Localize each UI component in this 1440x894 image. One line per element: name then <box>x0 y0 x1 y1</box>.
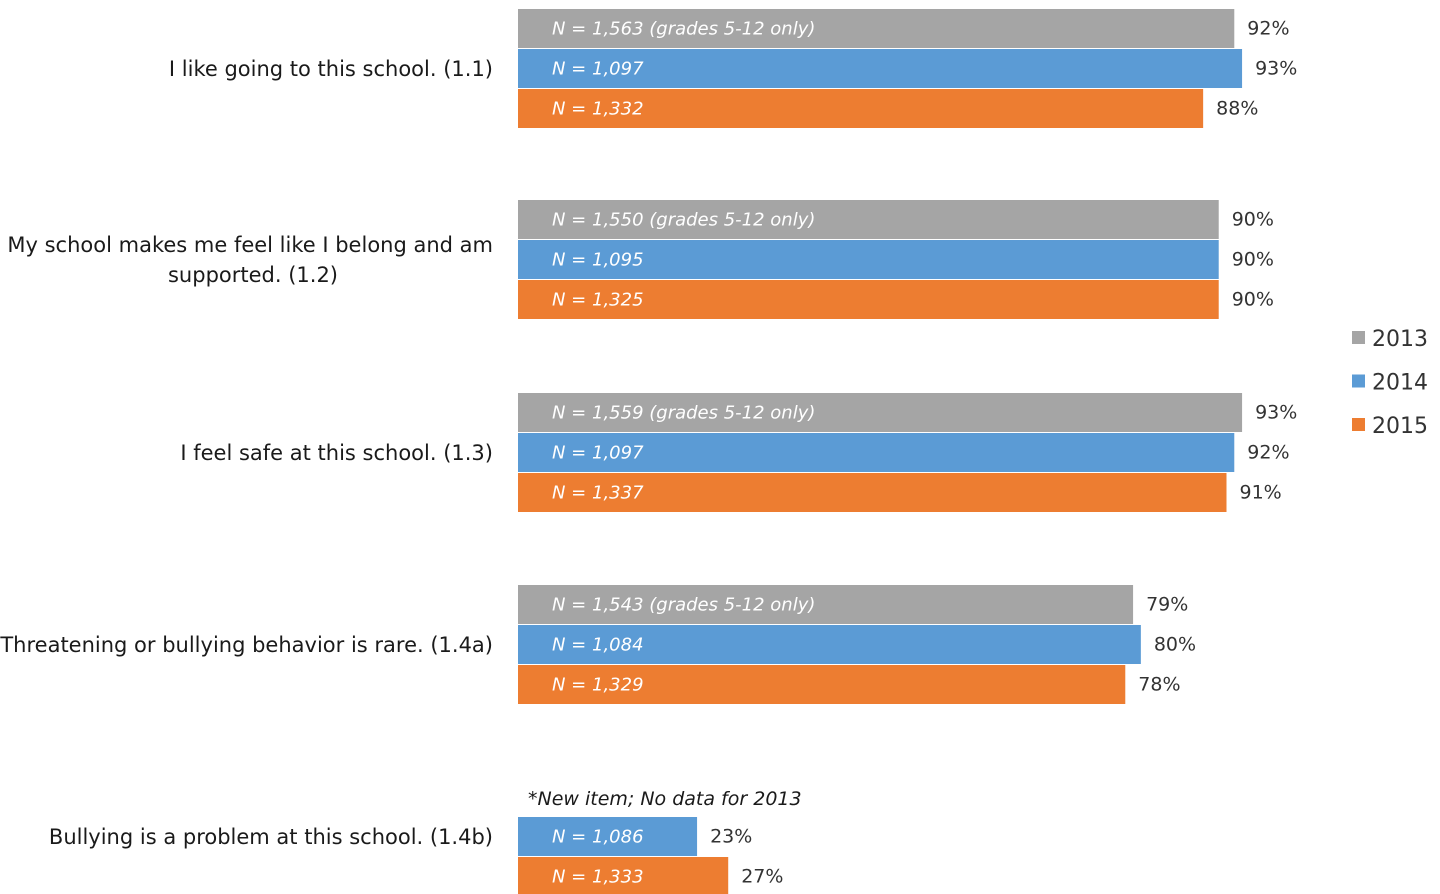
bar-2014 <box>518 240 1219 279</box>
legend-label: 2015 <box>1372 414 1428 439</box>
legend: 2013 2014 2015 <box>1352 327 1428 439</box>
bar-n-label: N = 1,332 <box>552 99 644 120</box>
legend-label: 2014 <box>1372 371 1428 396</box>
legend-swatch-2013 <box>1352 331 1365 344</box>
bar-2015 <box>518 665 1126 704</box>
bar-n-label: N = 1,325 <box>552 290 644 311</box>
bar-n-label: N = 1,337 <box>552 483 644 504</box>
bar-2013 <box>518 200 1219 239</box>
data-label: 27% <box>741 866 783 888</box>
legend-swatch-2015 <box>1352 418 1365 431</box>
annotation-note: *New item; No data for 2013 <box>528 788 802 810</box>
bar-group: I feel safe at this school. (1.3) N = 1,5… <box>180 393 1297 512</box>
bar-n-label: N = 1,086 <box>552 827 644 848</box>
bar-group: I like going to this school. (1.1) N = 1,… <box>169 9 1297 128</box>
bar-group: Bullying is a problem at this school. (1… <box>49 817 783 894</box>
data-label: 88% <box>1216 98 1258 120</box>
bar-2013 <box>518 9 1235 48</box>
bar-n-label: N = 1,097 <box>552 59 644 80</box>
category-label: I like going to this school. (1.1) <box>169 57 493 81</box>
data-label: 93% <box>1255 58 1297 80</box>
bar-2013 <box>518 585 1134 624</box>
category-label: Bullying is a problem at this school. (1… <box>49 825 493 849</box>
bar-2013 <box>518 393 1243 432</box>
bar-2015 <box>518 280 1219 319</box>
legend-swatch-2014 <box>1352 374 1365 388</box>
bar-n-label: N = 1,543 (grades 5-12 only) <box>552 595 815 616</box>
bar-n-label: N = 1,563 (grades 5-12 only) <box>552 19 815 40</box>
data-label: 93% <box>1255 402 1297 424</box>
category-label: supported. (1.2) <box>168 263 338 287</box>
data-label: 23% <box>710 826 752 848</box>
bar-group: My school makes me feel like I belong an… <box>7 200 1274 319</box>
data-label: 91% <box>1239 482 1281 504</box>
bar-n-label: N = 1,550 (grades 5-12 only) <box>552 210 815 231</box>
category-label: I feel safe at this school. (1.3) <box>180 441 493 465</box>
category-label: Threatening or bullying behavior is rare… <box>0 633 493 657</box>
data-label: 92% <box>1247 18 1289 40</box>
data-label: 79% <box>1146 594 1188 616</box>
category-label: My school makes me feel like I belong an… <box>7 233 493 257</box>
bar-2014 <box>518 433 1235 472</box>
data-label: 80% <box>1154 634 1196 656</box>
bar-2015 <box>518 857 729 894</box>
bar-2015 <box>518 89 1204 128</box>
bar-2014 <box>518 817 698 856</box>
bar-2014 <box>518 49 1243 88</box>
data-label: 92% <box>1247 442 1289 464</box>
legend-label: 2013 <box>1372 327 1428 352</box>
bar-n-label: N = 1,084 <box>552 635 644 656</box>
bar-n-label: N = 1,097 <box>552 443 644 464</box>
bar-group: Threatening or bullying behavior is rare… <box>0 585 1196 704</box>
bar-2014 <box>518 625 1141 664</box>
bar-n-label: N = 1,333 <box>552 867 644 888</box>
data-label: 90% <box>1232 209 1274 231</box>
bar-n-label: N = 1,559 (grades 5-12 only) <box>552 403 815 424</box>
bar-2015 <box>518 473 1227 512</box>
data-label: 90% <box>1232 249 1274 271</box>
bar-n-label: N = 1,095 <box>552 250 644 271</box>
data-label: 90% <box>1232 289 1274 311</box>
bar-n-label: N = 1,329 <box>552 675 644 696</box>
data-label: 78% <box>1138 674 1180 696</box>
